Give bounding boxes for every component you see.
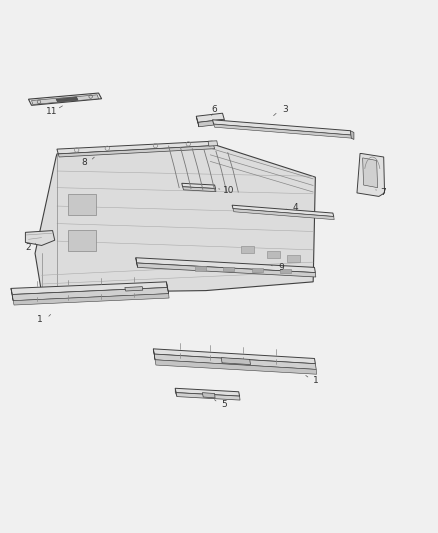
Polygon shape (35, 145, 315, 293)
Polygon shape (57, 141, 214, 154)
Polygon shape (212, 120, 351, 135)
Polygon shape (125, 287, 143, 291)
Text: 2: 2 (26, 243, 31, 252)
Polygon shape (25, 231, 55, 246)
Polygon shape (12, 287, 169, 301)
Polygon shape (350, 131, 354, 140)
Polygon shape (363, 158, 378, 188)
Bar (241, 246, 254, 253)
Polygon shape (28, 93, 102, 106)
Bar (287, 255, 300, 262)
Text: 1: 1 (37, 316, 43, 325)
Polygon shape (233, 209, 334, 220)
Polygon shape (136, 258, 315, 273)
Polygon shape (196, 116, 199, 127)
Polygon shape (202, 393, 215, 398)
Text: 5: 5 (221, 400, 227, 409)
Polygon shape (11, 288, 13, 301)
Polygon shape (198, 119, 225, 127)
Text: 3: 3 (283, 105, 289, 114)
Polygon shape (166, 282, 169, 294)
Polygon shape (175, 388, 177, 397)
Bar (280, 269, 291, 273)
Polygon shape (196, 113, 224, 123)
Polygon shape (357, 154, 385, 197)
Polygon shape (58, 146, 215, 157)
Text: 4: 4 (293, 203, 298, 212)
Polygon shape (32, 95, 99, 104)
Bar (223, 267, 234, 271)
Polygon shape (176, 393, 240, 400)
Polygon shape (56, 97, 78, 102)
Bar (195, 266, 206, 271)
Polygon shape (13, 294, 169, 305)
Polygon shape (183, 187, 216, 191)
Text: 9: 9 (278, 263, 284, 272)
Polygon shape (214, 124, 352, 138)
Bar (252, 268, 263, 272)
Bar (68, 230, 96, 251)
Polygon shape (182, 183, 215, 189)
Text: 6: 6 (212, 105, 218, 114)
Polygon shape (175, 388, 240, 396)
Polygon shape (136, 258, 138, 268)
Polygon shape (153, 349, 315, 364)
Polygon shape (208, 141, 218, 146)
Text: 10: 10 (223, 186, 234, 195)
Bar (267, 251, 280, 258)
Polygon shape (154, 354, 316, 369)
Text: 11: 11 (46, 107, 57, 116)
Text: 8: 8 (81, 158, 88, 167)
Text: 7: 7 (380, 188, 386, 197)
Polygon shape (232, 205, 334, 216)
Polygon shape (221, 358, 251, 365)
Bar (68, 194, 96, 215)
Polygon shape (137, 263, 316, 277)
Polygon shape (155, 360, 317, 374)
Text: 1: 1 (313, 376, 319, 385)
Polygon shape (11, 282, 167, 295)
Polygon shape (153, 349, 155, 360)
